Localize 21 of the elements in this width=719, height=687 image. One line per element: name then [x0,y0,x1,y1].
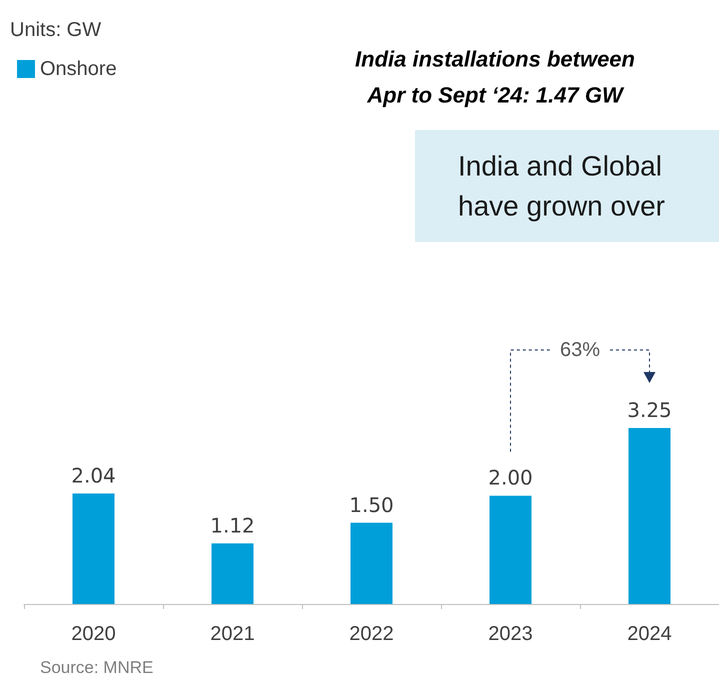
text: 63% [560,339,600,362]
source-note: Source: MNRE [40,658,154,677]
x-tick-label: 2021 [210,623,255,645]
data-label: 1.50 [349,492,394,517]
text: India and Global have grown over [458,150,666,222]
bar [72,494,114,604]
data-label: 2.00 [488,466,533,490]
text: Units: GW [10,19,102,41]
bar [628,428,670,604]
legend-label: Onshore [40,58,117,80]
bar [212,543,254,604]
chart-title: India installations between Apr to Sept ‘24: 1.47 GW [355,46,635,108]
data-label: 1.12 [210,513,255,538]
x-tick-label: 2024 [627,623,672,645]
data-label: 3.25 [627,398,672,422]
bar [350,522,392,604]
x-tick-label: 2020 [71,623,116,645]
x-tick-label: 2023 [488,623,533,645]
data-label: 2.04 [71,464,116,488]
bar [490,496,532,604]
x-tick-label: 2022 [349,623,394,645]
